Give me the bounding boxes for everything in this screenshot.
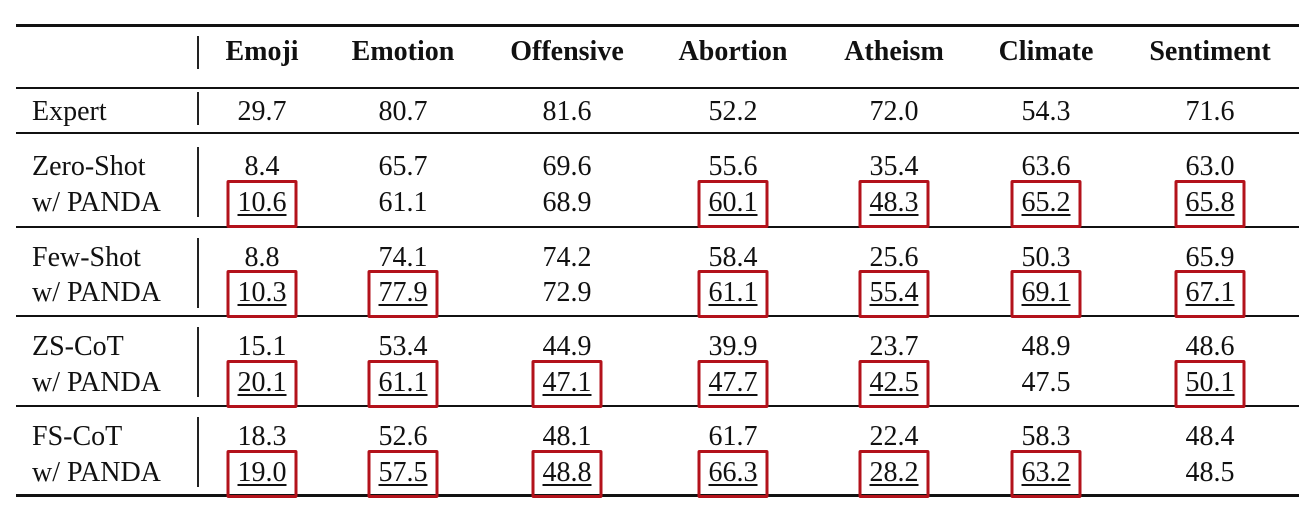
row-label: Expert [32, 96, 107, 127]
highlighted-value-cell: 47.1 [531, 360, 603, 408]
highlighted-value-cell: 63.2 [1010, 450, 1082, 498]
value-cell: 54.3 [1021, 96, 1071, 127]
value-cell: 23.7 [869, 331, 919, 362]
value-cell: 52.6 [378, 421, 428, 452]
value-cell: 61.7 [708, 421, 758, 452]
value-cell: 74.1 [378, 242, 428, 273]
highlighted-value-cell: 10.3 [226, 270, 298, 318]
value-cell: 47.5 [1021, 367, 1071, 398]
row-label: w/ PANDA [32, 367, 161, 398]
highlighted-value-cell: 55.4 [858, 270, 930, 318]
row-label: w/ PANDA [32, 277, 161, 308]
highlighted-value-cell: 10.6 [226, 180, 298, 228]
column-header-abortion: Abortion [678, 36, 788, 67]
value-cell: 71.6 [1185, 96, 1235, 127]
value-cell: 15.1 [237, 331, 287, 362]
column-divider [197, 238, 199, 308]
value-cell: 58.3 [1021, 421, 1071, 452]
highlighted-value-cell: 77.9 [367, 270, 439, 318]
row-separator [16, 405, 1299, 407]
value-cell: 72.0 [869, 96, 919, 127]
value-cell: 58.4 [708, 242, 758, 273]
highlighted-value-cell: 47.7 [697, 360, 769, 408]
highlighted-value-cell: 61.1 [697, 270, 769, 318]
highlighted-value-cell: 19.0 [226, 450, 298, 498]
row-separator [16, 315, 1299, 317]
column-header-emotion: Emotion [351, 36, 455, 67]
row-separator [16, 132, 1299, 134]
column-header-offensive: Offensive [510, 36, 624, 67]
value-cell: 55.6 [708, 151, 758, 182]
value-cell: 69.6 [542, 151, 592, 182]
column-divider [197, 147, 199, 217]
value-cell: 72.9 [542, 277, 592, 308]
value-cell: 48.6 [1185, 331, 1235, 362]
highlighted-value-cell: 57.5 [367, 450, 439, 498]
value-cell: 63.6 [1021, 151, 1071, 182]
value-cell: 18.3 [237, 421, 287, 452]
row-separator [16, 226, 1299, 228]
row-label: Zero-Shot [32, 151, 146, 182]
value-cell: 68.9 [542, 187, 592, 218]
value-cell: 63.0 [1185, 151, 1235, 182]
value-cell: 29.7 [237, 96, 287, 127]
value-cell: 48.5 [1185, 457, 1235, 488]
value-cell: 61.1 [378, 187, 428, 218]
highlighted-value-cell: 42.5 [858, 360, 930, 408]
row-label: ZS-CoT [32, 331, 124, 362]
value-cell: 50.3 [1021, 242, 1071, 273]
value-cell: 39.9 [708, 331, 758, 362]
value-cell: 53.4 [378, 331, 428, 362]
value-cell: 22.4 [869, 421, 919, 452]
value-cell: 52.2 [708, 96, 758, 127]
value-cell: 48.9 [1021, 331, 1071, 362]
column-divider [197, 36, 199, 69]
row-label: Few-Shot [32, 242, 141, 273]
column-header-atheism: Atheism [844, 36, 944, 67]
highlighted-value-cell: 60.1 [697, 180, 769, 228]
column-header-emoji: Emoji [225, 36, 299, 67]
highlighted-value-cell: 65.8 [1174, 180, 1246, 228]
value-cell: 65.7 [378, 151, 428, 182]
value-cell: 74.2 [542, 242, 592, 273]
value-cell: 44.9 [542, 331, 592, 362]
column-divider [197, 417, 199, 487]
highlighted-value-cell: 61.1 [367, 360, 439, 408]
value-cell: 8.8 [244, 242, 280, 273]
highlighted-value-cell: 48.8 [531, 450, 603, 498]
value-cell: 81.6 [542, 96, 592, 127]
highlighted-value-cell: 66.3 [697, 450, 769, 498]
value-cell: 48.1 [542, 421, 592, 452]
row-label: w/ PANDA [32, 457, 161, 488]
highlighted-value-cell: 69.1 [1010, 270, 1082, 318]
highlighted-value-cell: 67.1 [1174, 270, 1246, 318]
top-rule [16, 24, 1299, 27]
column-divider [197, 327, 199, 397]
value-cell: 48.4 [1185, 421, 1235, 452]
column-header-sentiment: Sentiment [1149, 36, 1271, 67]
value-cell: 80.7 [378, 96, 428, 127]
bottom-rule [16, 494, 1299, 497]
value-cell: 65.9 [1185, 242, 1235, 273]
row-label: FS-CoT [32, 421, 123, 452]
highlighted-value-cell: 50.1 [1174, 360, 1246, 408]
column-divider [197, 92, 199, 125]
row-label: w/ PANDA [32, 187, 161, 218]
row-separator [16, 87, 1299, 89]
value-cell: 25.6 [869, 242, 919, 273]
column-header-climate: Climate [998, 36, 1094, 67]
highlighted-value-cell: 28.2 [858, 450, 930, 498]
highlighted-value-cell: 65.2 [1010, 180, 1082, 228]
highlighted-value-cell: 20.1 [226, 360, 298, 408]
value-cell: 8.4 [244, 151, 280, 182]
highlighted-value-cell: 48.3 [858, 180, 930, 228]
value-cell: 35.4 [869, 151, 919, 182]
